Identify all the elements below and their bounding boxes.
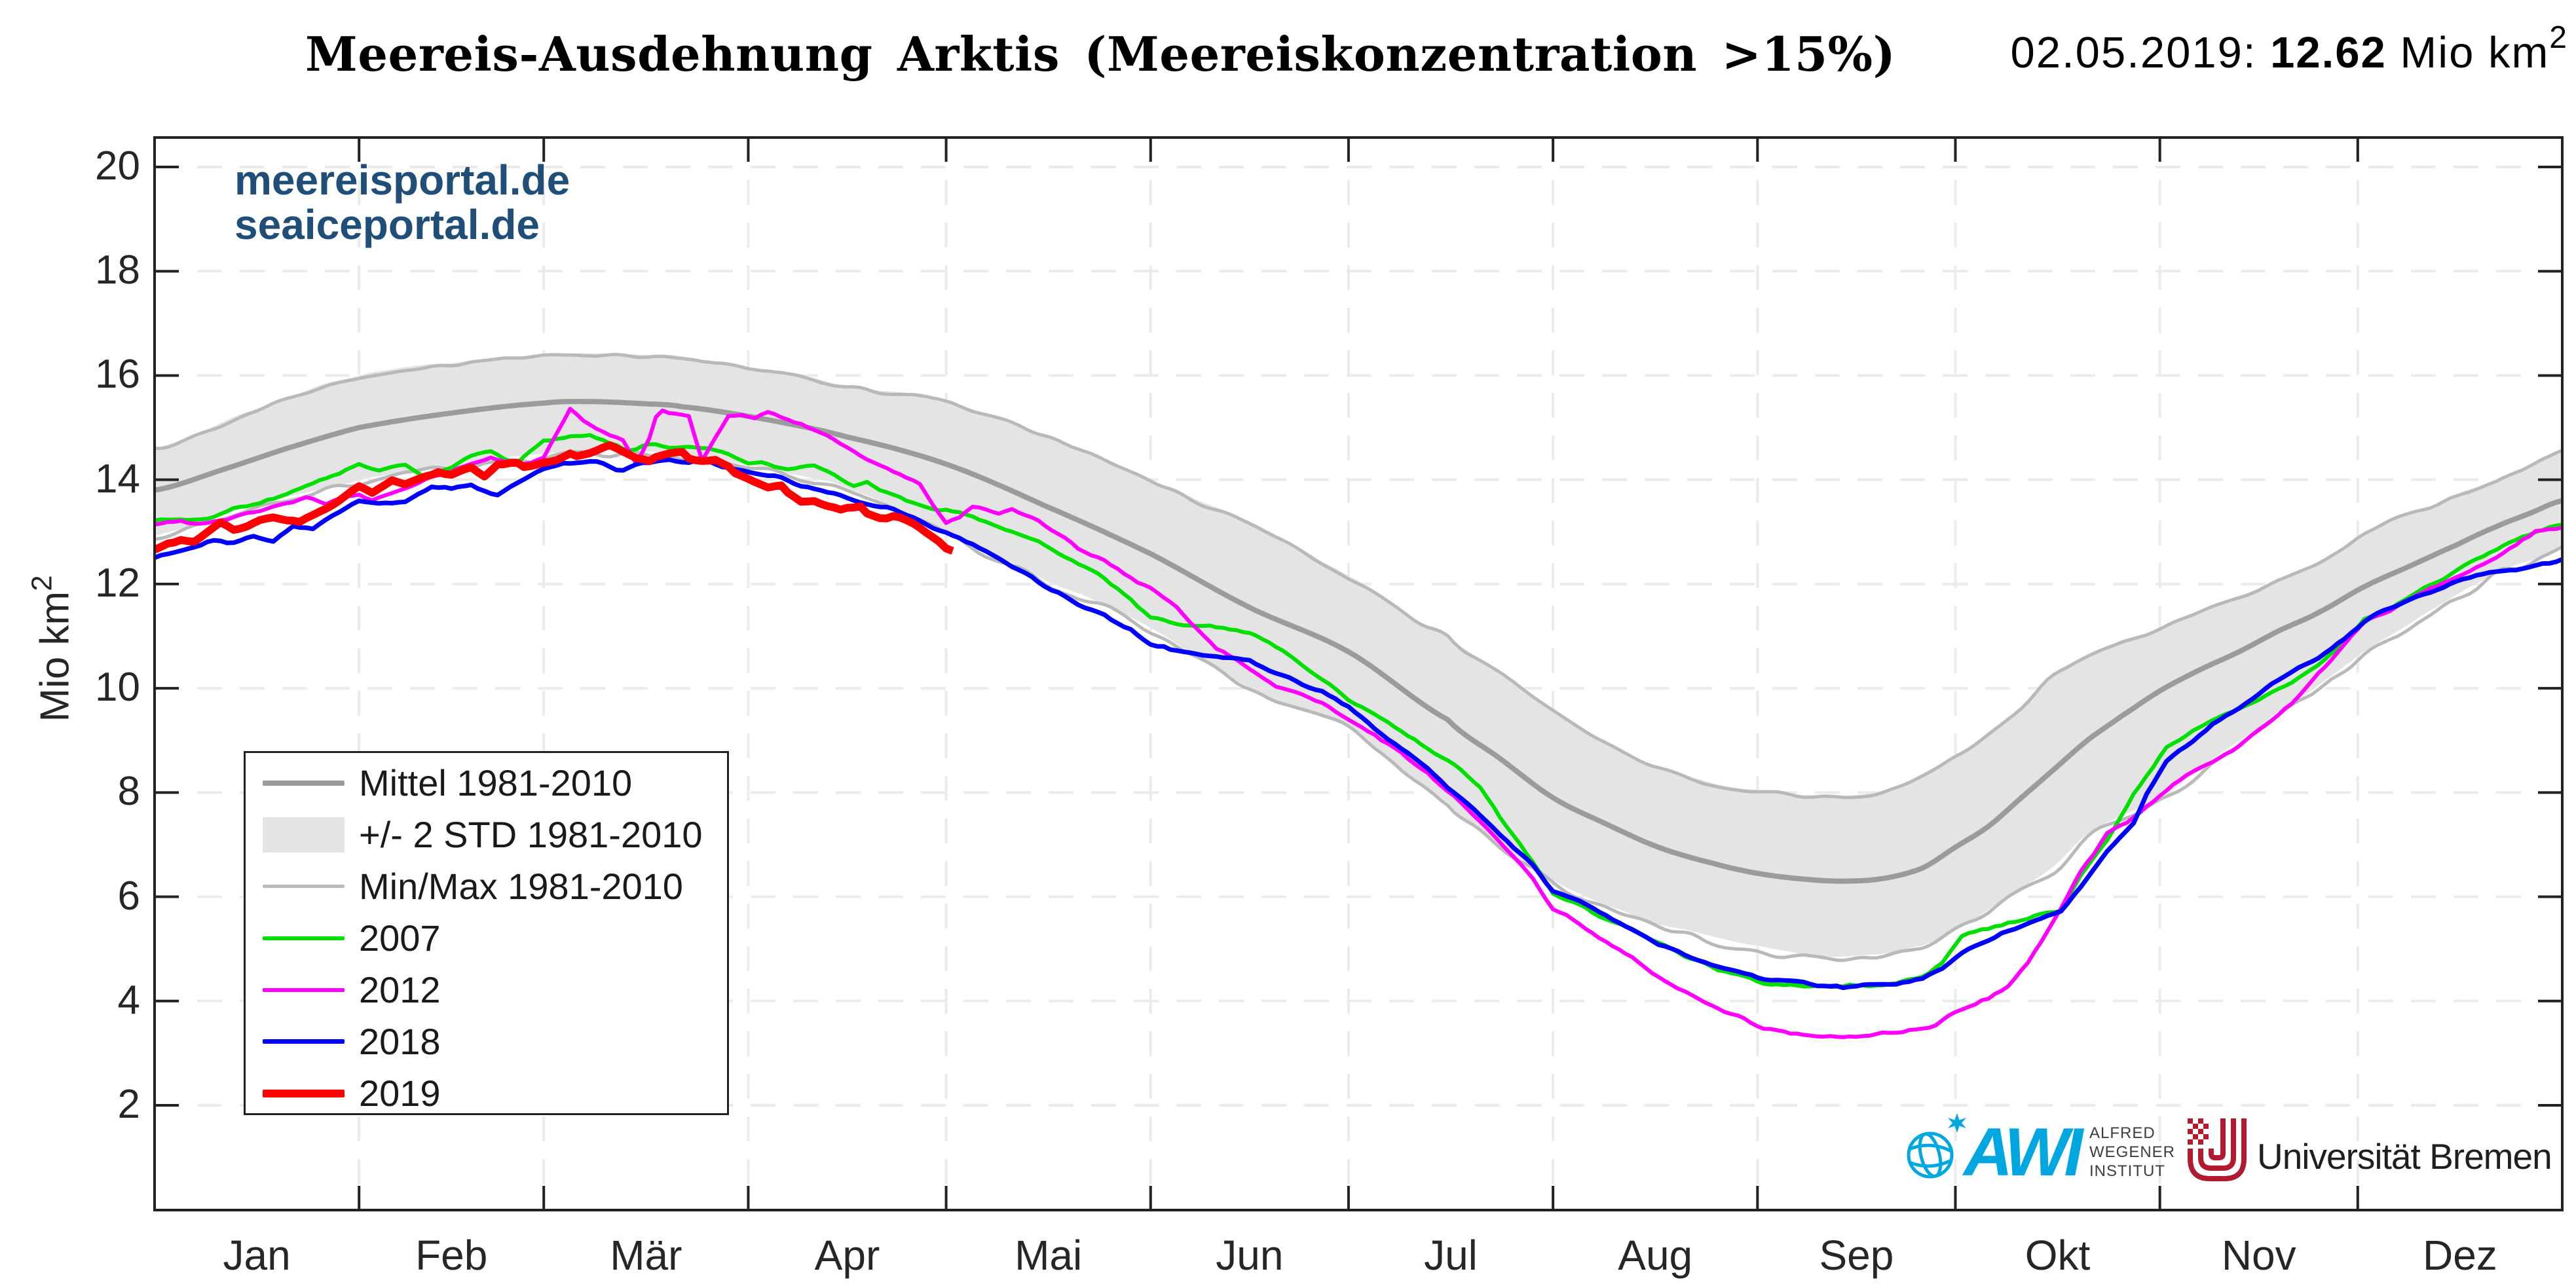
plot-border bbox=[153, 136, 2564, 1211]
current-value-annotation: 02.05.2019: 12.62 Mio km2 bbox=[2010, 20, 2567, 78]
plot-area bbox=[155, 352, 2562, 1039]
annotation-unit-sup: 2 bbox=[2549, 20, 2567, 55]
legend-entry-2012: 2012 bbox=[246, 964, 727, 1016]
y-tick-label-12: 12 bbox=[95, 560, 140, 606]
legend-label: Min/Max 1981-2010 bbox=[359, 866, 683, 907]
awi-logo-graphic: AWI bbox=[1907, 1113, 2089, 1190]
legend-swatch bbox=[263, 987, 345, 992]
series-2019 bbox=[155, 441, 954, 555]
uni-bremen-label: Universität Bremen bbox=[2257, 1136, 2552, 1177]
y-tick-label-16: 16 bbox=[95, 352, 140, 397]
series-2007 bbox=[155, 433, 2562, 989]
legend-label: 2018 bbox=[359, 1021, 441, 1062]
uhb-u-bars bbox=[2188, 1118, 2247, 1181]
watermark-meereisportal-link[interactable]: meereisportal.de bbox=[234, 156, 570, 204]
legend-swatch bbox=[263, 936, 345, 940]
legend-sample-line bbox=[263, 987, 345, 992]
series-2012 bbox=[155, 407, 2562, 1039]
legend-swatch bbox=[263, 885, 345, 888]
legend-label: 2019 bbox=[359, 1073, 441, 1114]
awi-text-line: ALFRED bbox=[2089, 1124, 2156, 1142]
legend-swatch bbox=[263, 1089, 345, 1097]
watermark-seaiceportal-link[interactable]: seaiceportal.de bbox=[234, 201, 540, 248]
legend-sample-patch bbox=[263, 817, 345, 853]
x-tick-label-Mai: Mai bbox=[1015, 1232, 1083, 1279]
y-tick-label-10: 10 bbox=[95, 665, 140, 710]
y-axis-title: Mio km2 bbox=[26, 498, 79, 800]
awi-star-icon bbox=[1948, 1113, 1966, 1133]
uni-bremen-logo bbox=[2184, 1118, 2249, 1185]
x-tick-label-Mär: Mär bbox=[610, 1232, 682, 1279]
y-tick-label-4: 4 bbox=[117, 977, 140, 1023]
axes bbox=[153, 136, 2564, 1211]
x-tick-label-Dez: Dez bbox=[2422, 1232, 2497, 1279]
legend-sample-line bbox=[263, 1039, 345, 1044]
legend-entry-Min/Max 1981-2010: Min/Max 1981-2010 bbox=[246, 860, 727, 912]
x-tick-label-Jun: Jun bbox=[1216, 1232, 1284, 1279]
y-tick-label-6: 6 bbox=[117, 873, 140, 919]
awi-letters: AWI bbox=[1962, 1114, 2085, 1190]
awi-institute-text: ALFRED WEGENER INSTITUT bbox=[2089, 1124, 2175, 1181]
y-tick-label-8: 8 bbox=[117, 769, 140, 815]
x-tick-label-Sep: Sep bbox=[1819, 1232, 1894, 1279]
chart-title: Meereis-Ausdehnung Arktis (Meereiskonzen… bbox=[305, 26, 1896, 82]
legend: Mittel 1981-2010 +/- 2 STD 1981-2010 Min/M… bbox=[244, 751, 729, 1115]
awi-logo: AWI bbox=[1901, 1108, 2091, 1193]
legend-swatch bbox=[263, 1039, 345, 1044]
legend-swatch bbox=[263, 817, 345, 853]
annotation-date: 02.05.2019: bbox=[2010, 28, 2257, 77]
legend-swatch bbox=[263, 780, 345, 786]
y-tick-label-14: 14 bbox=[95, 456, 140, 502]
legend-label: 2007 bbox=[359, 917, 441, 959]
x-tick-label-Nov: Nov bbox=[2221, 1232, 2296, 1279]
legend-label: +/- 2 STD 1981-2010 bbox=[359, 814, 703, 855]
annotation-unit: Mio km bbox=[2386, 28, 2550, 77]
legend-sample-line bbox=[263, 885, 345, 888]
series-max-1981-2010 bbox=[155, 352, 2562, 800]
uhb-checker bbox=[2188, 1118, 2209, 1145]
series-min-1981-2010 bbox=[155, 450, 2562, 963]
uni-bremen-logo-graphic bbox=[2188, 1118, 2247, 1181]
x-tick-label-Okt: Okt bbox=[2025, 1232, 2091, 1279]
legend-entry-2019: 2019 bbox=[246, 1067, 727, 1119]
legend-sample-line bbox=[263, 1089, 345, 1097]
legend-label: 2012 bbox=[359, 969, 441, 1010]
legend-sample-line bbox=[263, 936, 345, 940]
awi-text-line: WEGENER bbox=[2089, 1143, 2176, 1161]
x-tick-label-Feb: Feb bbox=[415, 1232, 488, 1279]
x-tick-label-Jan: Jan bbox=[223, 1232, 291, 1279]
legend-entry-+/- 2 STD 1981-2010: +/- 2 STD 1981-2010 bbox=[246, 809, 727, 860]
awi-globe-icon bbox=[1907, 1132, 1954, 1179]
legend-entry-Mittel 1981-2010: Mittel 1981-2010 bbox=[246, 757, 727, 809]
x-tick-label-Aug: Aug bbox=[1618, 1232, 1693, 1279]
x-tick-label-Jul: Jul bbox=[1424, 1232, 1478, 1279]
legend-entry-2018: 2018 bbox=[246, 1016, 727, 1067]
legend-sample-line bbox=[263, 780, 345, 786]
annotation-value: 12.62 bbox=[2270, 28, 2387, 77]
series-mean-1981-2010 bbox=[155, 399, 2562, 884]
x-tick-label-Apr: Apr bbox=[814, 1232, 880, 1279]
y-tick-label-18: 18 bbox=[95, 248, 140, 293]
y-tick-label-20: 20 bbox=[95, 143, 140, 189]
series-2018 bbox=[155, 457, 2562, 991]
legend-entry-2007: 2007 bbox=[246, 912, 727, 964]
awi-text-line: INSTITUT bbox=[2089, 1162, 2165, 1180]
legend-label: Mittel 1981-2010 bbox=[359, 762, 633, 803]
y-tick-label-2: 2 bbox=[117, 1081, 140, 1127]
